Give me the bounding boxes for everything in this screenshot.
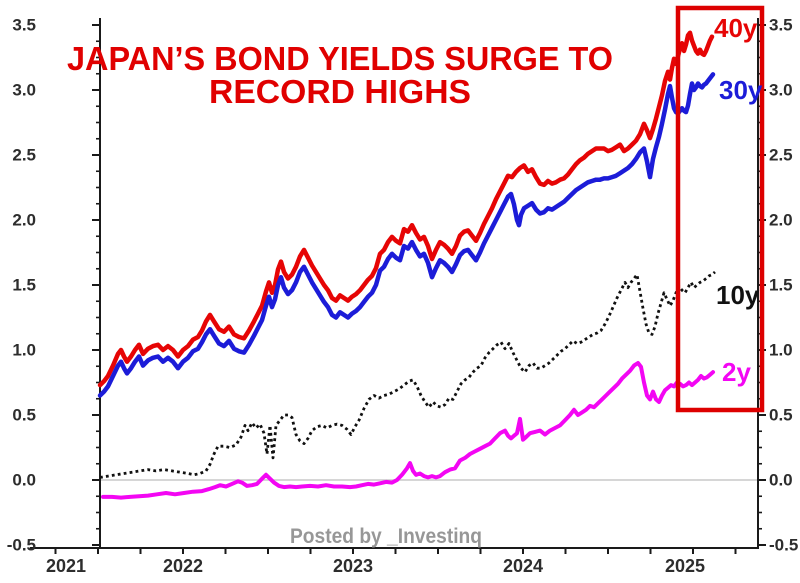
y-tick-label-left: 3.5 bbox=[12, 16, 36, 35]
series-line-2y bbox=[101, 361, 715, 500]
y-tick-label-left: 3.0 bbox=[12, 81, 36, 100]
x-year-label: 2024 bbox=[503, 556, 543, 576]
x-year-label: 2021 bbox=[46, 556, 86, 576]
y-tick-label-right: 3.0 bbox=[769, 81, 793, 100]
watermark-text: Posted by _Investinq bbox=[290, 525, 482, 548]
y-tick-label-left: -0.5 bbox=[7, 536, 36, 555]
chart-title-line1: JAPAN’S BOND YIELDS SURGE TO bbox=[67, 40, 613, 77]
series-line-30y bbox=[97, 72, 716, 398]
y-tick-label-right: 2.0 bbox=[769, 211, 793, 230]
y-tick-label-right: -0.5 bbox=[769, 536, 798, 555]
y-tick-label-left: 0.5 bbox=[12, 406, 36, 425]
y-tick-label-right: 3.5 bbox=[769, 16, 793, 35]
series-label-2y: 2y bbox=[722, 357, 751, 387]
y-tick-label-right: 2.5 bbox=[769, 146, 793, 165]
series-label-40y: 40y bbox=[714, 13, 758, 43]
series-label-10y: 10y bbox=[716, 280, 760, 310]
y-tick-label-left: 1.5 bbox=[12, 276, 36, 295]
x-year-label: 2023 bbox=[333, 556, 373, 576]
chart-title-line2: RECORD HIGHS bbox=[209, 73, 471, 110]
x-year-label: 2025 bbox=[665, 556, 705, 576]
highlight-box-2025 bbox=[675, 5, 765, 413]
series-label-30y: 30y bbox=[719, 75, 763, 105]
y-tick-label-left: 2.5 bbox=[12, 146, 36, 165]
y-tick-label-right: 0.5 bbox=[769, 406, 793, 425]
y-tick-label-left: 2.0 bbox=[12, 211, 36, 230]
series-line-40y bbox=[97, 30, 715, 388]
x-year-label: 2022 bbox=[163, 556, 203, 576]
y-tick-label-right: 1.5 bbox=[769, 276, 793, 295]
y-tick-label-left: 0.0 bbox=[12, 471, 36, 490]
series-line-10y bbox=[99, 270, 716, 479]
y-tick-label-right: 1.0 bbox=[769, 341, 793, 360]
y-tick-label-right: 0.0 bbox=[769, 471, 793, 490]
y-tick-label-left: 1.0 bbox=[12, 341, 36, 360]
